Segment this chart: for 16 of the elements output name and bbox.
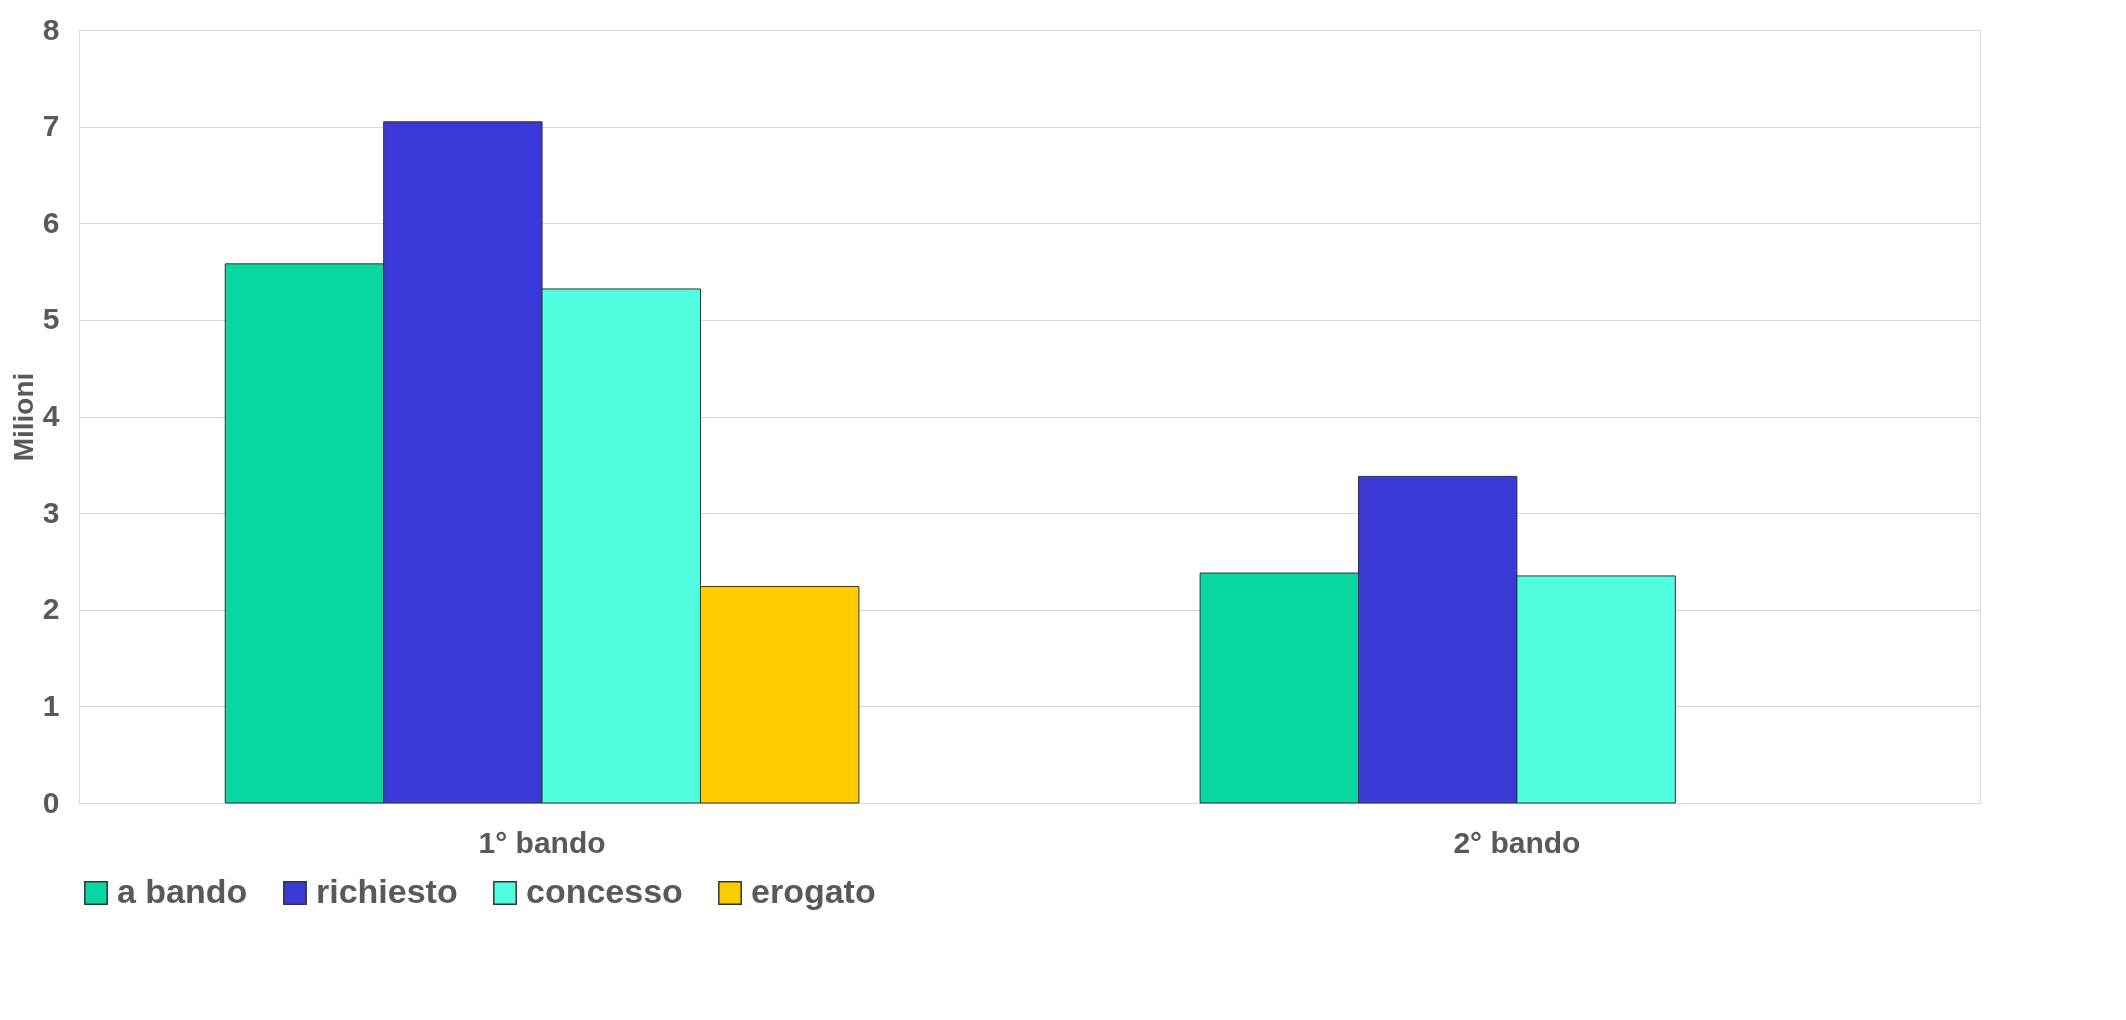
y-tick-label: 7	[42, 109, 60, 143]
y-tick-label: 4	[42, 399, 60, 432]
legend-label: richiesto	[316, 872, 458, 910]
y-tick-label: 1	[42, 688, 60, 722]
y-tick-label: 6	[42, 205, 60, 239]
y-tick-label: 0	[42, 785, 60, 819]
legend-label: erogato	[751, 872, 876, 910]
legend-label: a bando	[117, 872, 248, 910]
y-tick-label: 5	[42, 302, 60, 336]
y-axis-title: Milioni	[7, 372, 39, 462]
x-tick-label: 1° bando	[478, 825, 606, 859]
legend-label: concesso	[526, 872, 683, 910]
x-tick-label: 2° bando	[1453, 825, 1581, 859]
y-tick-label: 3	[42, 495, 60, 529]
y-tick-label: 2	[42, 592, 60, 626]
y-tick-label: 8	[42, 12, 60, 46]
